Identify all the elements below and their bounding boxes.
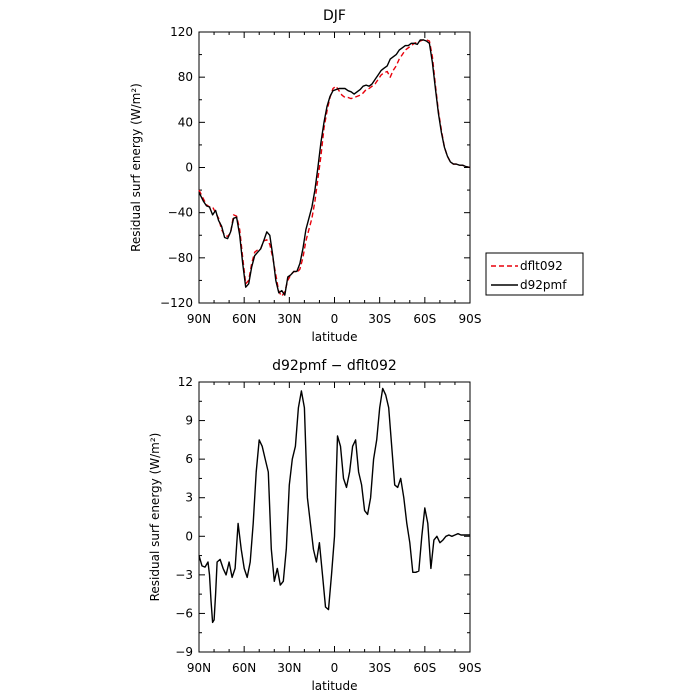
chart-title: DJF bbox=[323, 8, 346, 24]
x-tick-label: 30N bbox=[277, 312, 301, 326]
legend-label-d92pmf: d92pmf bbox=[520, 278, 567, 292]
y-tick-label: −6 bbox=[175, 606, 193, 620]
y-tick-label: −9 bbox=[175, 645, 193, 659]
legend-label-dflt092: dflt092 bbox=[520, 259, 563, 273]
y-tick-label: 0 bbox=[185, 529, 193, 543]
series-line-difference bbox=[198, 387, 470, 624]
x-tick-label: 60S bbox=[413, 312, 436, 326]
y-axis-label: Residual surf energy (W/m²) bbox=[148, 433, 162, 602]
x-tick-label: 60N bbox=[232, 661, 256, 675]
x-tick-label: 60N bbox=[232, 312, 256, 326]
y-tick-label: −40 bbox=[168, 206, 193, 220]
y-tick-label: 12 bbox=[178, 375, 193, 389]
chart-title: d92pmf − dflt092 bbox=[272, 358, 397, 374]
x-tick-label: 90S bbox=[459, 312, 482, 326]
y-tick-label: 0 bbox=[185, 161, 193, 175]
series-line-d92pmf bbox=[198, 39, 471, 296]
y-tick-label: 3 bbox=[185, 491, 193, 505]
y-tick-label: 80 bbox=[178, 70, 193, 84]
y-tick-label: 6 bbox=[185, 452, 193, 466]
y-axis-label: Residual surf energy (W/m²) bbox=[129, 83, 143, 252]
y-tick-label: −120 bbox=[160, 296, 193, 310]
x-tick-label: 90N bbox=[187, 312, 211, 326]
panel-difference: d92pmf − dflt092 90N 60N 30N 0 30S 60S 90S 12 9 6 3… bbox=[148, 358, 481, 693]
x-tick-label: 90S bbox=[459, 661, 482, 675]
y-tick-label: −80 bbox=[168, 251, 193, 265]
legend-box bbox=[485, 252, 584, 296]
x-tick-label: 60S bbox=[413, 661, 436, 675]
y-tick-label: −3 bbox=[175, 568, 193, 582]
plot-frame bbox=[198, 31, 471, 304]
y-tick-label: 9 bbox=[185, 414, 193, 428]
x-tick-label: 30S bbox=[368, 661, 391, 675]
x-tick-label: 30N bbox=[277, 661, 301, 675]
x-tick-label: 0 bbox=[331, 661, 339, 675]
x-tick-label: 90N bbox=[187, 661, 211, 675]
series-line-dflt092 bbox=[198, 39, 471, 297]
x-axis-label: latitude bbox=[311, 679, 357, 693]
x-axis-label: latitude bbox=[311, 330, 357, 344]
panel-djf: DJF 90N 60N 30N 0 30S 60S 90S 120 80 40 0 −40 −80 −120… bbox=[129, 8, 481, 344]
y-tick-label: 120 bbox=[170, 25, 193, 39]
legend: dflt092 d92pmf bbox=[485, 252, 584, 296]
x-tick-label: 0 bbox=[331, 312, 339, 326]
x-tick-label: 30S bbox=[368, 312, 391, 326]
y-tick-label: 40 bbox=[178, 115, 193, 129]
